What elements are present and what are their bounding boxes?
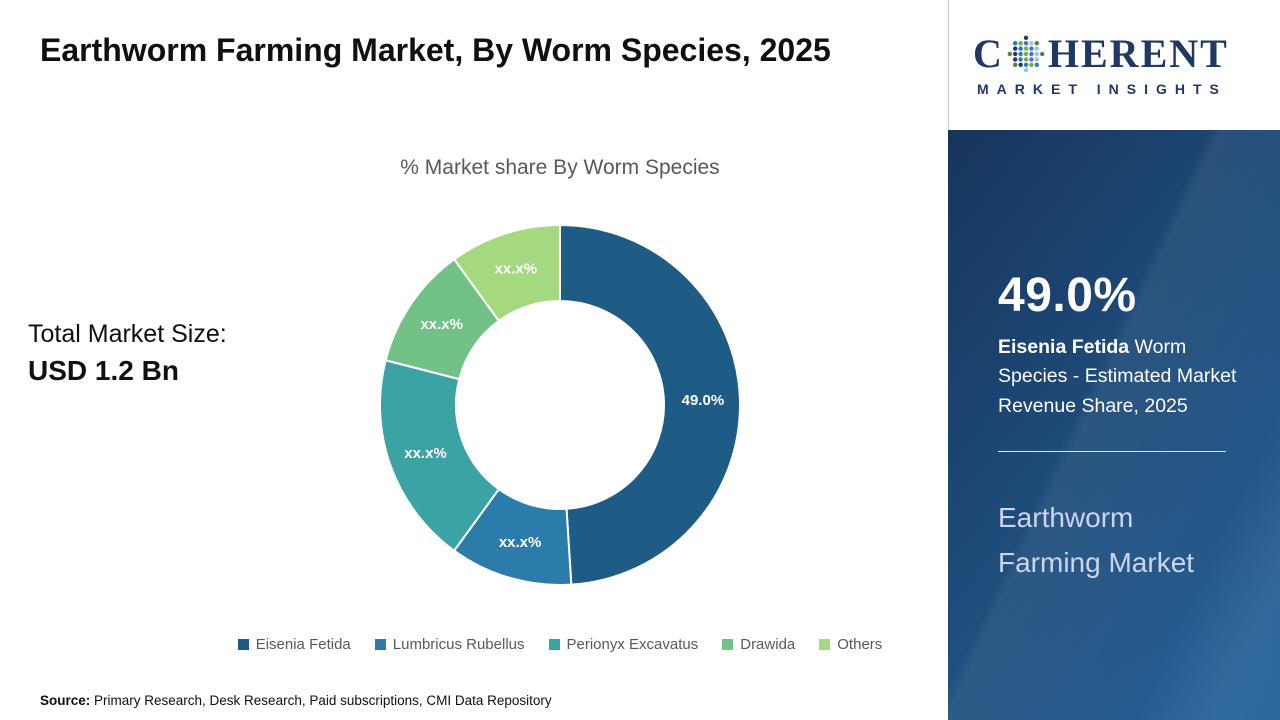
globe-dot (1007, 51, 1012, 56)
globe-dot (1018, 56, 1023, 62)
headline-stat: 49.0% (998, 269, 1137, 322)
total-market-size: Total Market Size: USD 1.2 Bn (28, 320, 227, 387)
total-market-size-value: USD 1.2 Bn (28, 355, 179, 386)
donut-segment-others (452, 223, 561, 323)
globe-dot (1018, 40, 1023, 45)
globe-dot (1012, 62, 1018, 67)
sidebar-content: 49.0% Eisenia Fetida Worm Species - Esti… (948, 130, 1280, 585)
logo-wordmark: C HERENT (973, 30, 1280, 76)
page-title: Earthworm Farming Market, By Worm Specie… (40, 32, 831, 68)
globe-dot (1029, 56, 1034, 62)
globe-dot (1034, 51, 1039, 56)
logo: C HERENT MARKET INSIGHTS (948, 0, 1280, 130)
globe-dot (1034, 40, 1039, 45)
logo-subtitle: MARKET INSIGHTS (977, 80, 1227, 97)
divider-line (998, 450, 1227, 452)
globe-dot (1023, 67, 1029, 72)
sidebar: C HERENT MARKET INSIGHTS 49.0% Eisenia F… (948, 0, 1280, 720)
donut-chart: 49.0% xx.x% xx.x% xx.x% xx.x% (379, 223, 741, 586)
legend-item: Perionyx Excavatus (548, 636, 699, 653)
legend-label: Eisenia Fetida (255, 636, 351, 653)
globe-dot (1018, 62, 1023, 67)
source-text: Primary Research, Desk Research, Paid su… (90, 693, 552, 708)
source-line: Source: Primary Research, Desk Research,… (40, 693, 552, 708)
globe-dot (1023, 35, 1029, 40)
globe-dot (1034, 62, 1039, 67)
globe-dot (1029, 45, 1034, 51)
globe-dot (1029, 40, 1034, 45)
main-panel: Earthworm Farming Market, By Worm Specie… (28, 32, 940, 708)
stat-species-name: Eisenia Fetida (998, 336, 1130, 358)
legend-item: Lumbricus Rubellus (374, 636, 525, 653)
headline-stat-description: Eisenia Fetida Worm Species - Estimated … (998, 333, 1246, 421)
globe-dot (1029, 62, 1034, 67)
donut-segment-eisenia-fetida (559, 223, 741, 586)
legend-item: Drawida (722, 636, 795, 653)
donut-segment-label: xx.x% (499, 534, 542, 551)
globe-dot (1023, 51, 1029, 56)
legend-swatch (819, 639, 831, 650)
legend-label: Lumbricus Rubellus (392, 636, 525, 653)
chart-title: % Market share By Worm Species (400, 156, 720, 179)
globe-dot (1012, 45, 1018, 51)
legend-label: Drawida (740, 636, 796, 653)
globe-dot (1018, 51, 1023, 56)
donut-segment-label: 49.0% (682, 392, 725, 409)
chart-legend: Eisenia Fetida Lumbricus Rubellus Perionyx… (180, 636, 940, 653)
globe-dot (1034, 56, 1039, 62)
globe-dot (1034, 45, 1039, 51)
globe-dot (1023, 62, 1029, 67)
donut-segment-label: xx.x% (420, 316, 463, 333)
legend-swatch (548, 639, 560, 650)
globe-dot (1039, 51, 1045, 56)
total-market-size-label: Total Market Size: (28, 320, 227, 348)
donut-segment-perionyx-excavatus (379, 359, 501, 553)
globe-dot (1018, 45, 1023, 51)
logo-letters-rest: HERENT (1047, 30, 1229, 76)
stat-description-rest: Worm Species - Estimated Market Revenue … (998, 336, 1237, 417)
dotted-globe-icon (1007, 35, 1045, 72)
legend-item: Eisenia Fetida (237, 636, 351, 653)
legend-label: Perionyx Excavatus (566, 636, 699, 653)
donut-segment-label: xx.x% (404, 445, 447, 462)
source-label: Source: (40, 693, 91, 708)
globe-dot (1012, 56, 1018, 62)
globe-dot (1012, 40, 1018, 45)
globe-dot (1012, 51, 1018, 56)
globe-dot (1023, 40, 1029, 45)
legend-swatch (374, 639, 386, 650)
report-market-name: Earthworm Farming Market (998, 501, 1195, 578)
donut-segment-label: xx.x% (495, 261, 538, 278)
globe-dot (1029, 51, 1034, 56)
logo-letter-c: C (973, 30, 1004, 76)
chart-area: % Market share By Worm Species 49.0% xx.x… (180, 156, 940, 653)
legend-swatch (722, 639, 734, 650)
legend-swatch (237, 639, 249, 650)
legend-item: Others (819, 636, 882, 653)
globe-dot (1023, 56, 1029, 62)
legend-label: Others (837, 636, 883, 653)
globe-dot (1023, 45, 1029, 51)
